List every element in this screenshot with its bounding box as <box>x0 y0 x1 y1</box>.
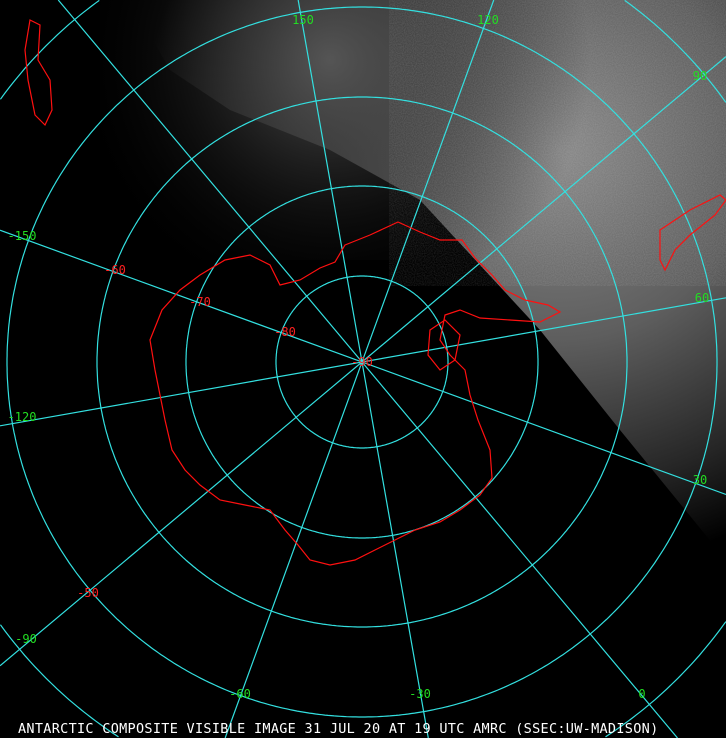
meridian-line <box>0 56 726 667</box>
latitude-label: -90 <box>351 355 373 369</box>
longitude-label: 150 <box>292 13 314 27</box>
longitude-label: 60 <box>695 291 709 305</box>
latitude-label: -70 <box>189 295 211 309</box>
latitude-circle <box>185 185 539 539</box>
longitude-label: -120 <box>8 410 37 424</box>
longitude-label: -30 <box>409 687 431 701</box>
image-caption: ANTARCTIC COMPOSITE VISIBLE IMAGE 31 JUL… <box>18 721 659 737</box>
longitude-label: 30 <box>693 473 707 487</box>
longitude-label: 90 <box>693 69 707 83</box>
meridian-line <box>297 0 429 738</box>
latitude-circle <box>96 96 628 628</box>
latitude-label: -50 <box>77 586 99 600</box>
longitude-label: -150 <box>8 229 37 243</box>
longitude-label: -90 <box>15 632 37 646</box>
latitude-circle <box>275 275 449 449</box>
latitude-label: -60 <box>104 263 126 277</box>
latitude-label: -80 <box>274 325 296 339</box>
longitude-label: 0 <box>638 687 645 701</box>
latitude-circle <box>6 6 718 718</box>
longitude-label: 120 <box>477 13 499 27</box>
meridian-line <box>224 0 495 738</box>
longitude-label: -60 <box>229 687 251 701</box>
antarctica-coastline <box>24 19 726 566</box>
cloud-texture <box>420 0 726 260</box>
meridian-line <box>57 0 678 738</box>
grid-labels: 0 30 60 90 120 150 -150 -120 -90 -60 -30 -90 -80 -70 -… <box>8 13 710 701</box>
